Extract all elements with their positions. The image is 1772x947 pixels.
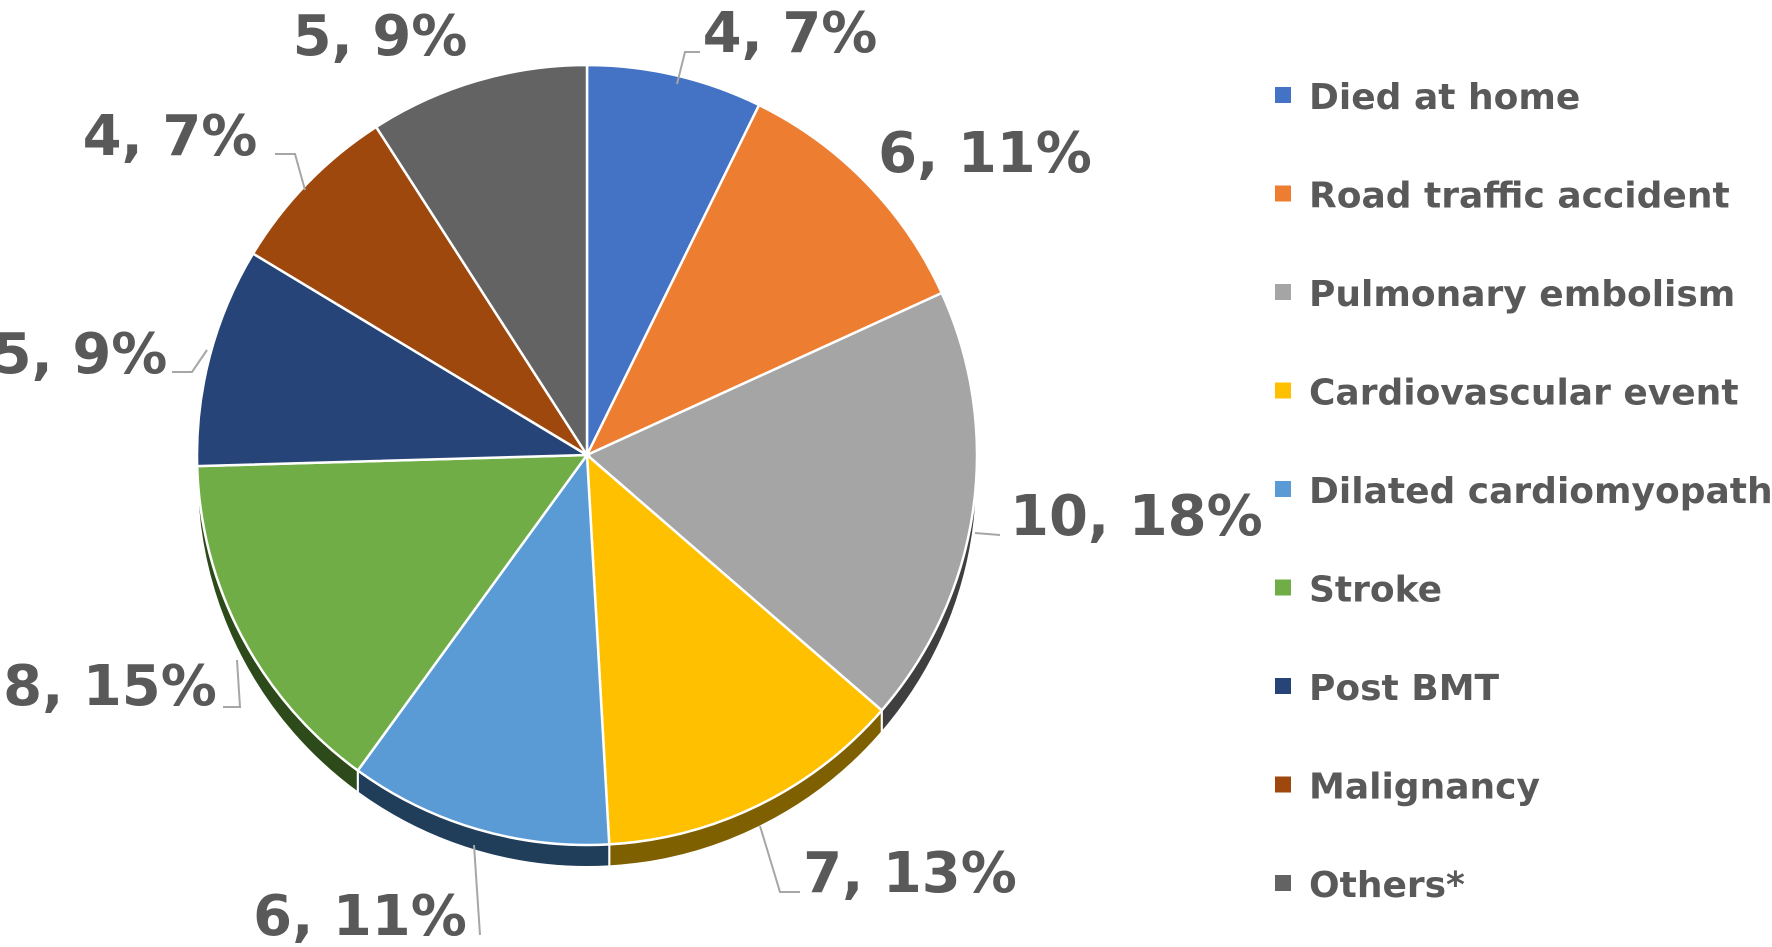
leader-line-cardiovascular-event [759,825,800,893]
data-label-road-traffic-accident: 6, 11% [878,121,1092,186]
data-label-pulmonary-embolism: 10, 18% [1010,484,1263,549]
legend-label-dilated-cardiomyopathy: Dilated cardiomyopathy [1309,471,1772,512]
legend-label-others: Others* [1309,865,1465,906]
data-label-post-bmt: 5, 9% [0,322,167,387]
data-label-dilated-cardiomyopathy: 6, 11% [253,884,467,947]
slice-malignancy [251,125,589,457]
slice-pulmonary-embolism [584,291,979,713]
leader-line-pulmonary-embolism [974,532,1001,536]
legend-swatch-malignancy [1275,776,1291,793]
legend-label-cardiovascular-event: Cardiovascular event [1309,373,1739,414]
legend: Died at home Road traffic accident Pulmona… [1275,77,1772,906]
legend-swatch-dilated-cardiomyopathy [1275,481,1291,497]
leader-line-post-bmt [172,349,208,373]
slice-road-traffic-accident [584,103,944,458]
legend-swatch-post-bmt [1275,678,1291,694]
data-label-died-at-home: 4, 7% [703,1,878,66]
leader-line-stroke [223,659,242,708]
legend-label-post-bmt: Post BMT [1309,668,1500,709]
slice-post-bmt [195,251,592,468]
legend-swatch-road-traffic-accident [1275,185,1291,202]
legend-swatch-cardiovascular-event [1275,382,1291,399]
pie-slices [195,63,979,847]
data-label-stroke: 8, 15% [3,654,217,719]
data-label-others: 5, 9% [293,4,468,69]
leader-line-malignancy [275,153,306,191]
data-labels: 4, 7%6, 11%10, 18%7, 13%6, 11%8, 15%5, 9… [0,1,1263,947]
legend-swatch-died-at-home [1275,87,1291,103]
leader-line-dilated-cardiomyopathy [473,844,481,936]
legend-label-stroke: Stroke [1309,570,1442,611]
slice-cardiovascular-event [585,452,884,846]
slice-dilated-cardiomyopathy [356,451,611,847]
data-label-malignancy: 4, 7% [83,104,258,169]
legend-label-malignancy: Malignancy [1309,767,1540,808]
legend-swatch-pulmonary-embolism [1275,284,1291,300]
legend-swatch-stroke [1275,579,1291,596]
pie-depth [196,454,978,868]
slice-died-at-home [585,63,761,456]
legend-label-pulmonary-embolism: Pulmonary embolism [1309,274,1735,315]
legend-label-died-at-home: Died at home [1309,77,1580,118]
data-label-cardiovascular-event: 7, 13% [803,841,1017,906]
leader-lines [172,51,1001,936]
slice-others [374,63,589,460]
slice-stroke [195,453,590,773]
legend-swatch-others [1275,875,1291,891]
legend-label-road-traffic-accident: Road traffic accident [1309,176,1730,217]
leader-line-died-at-home [676,51,700,85]
